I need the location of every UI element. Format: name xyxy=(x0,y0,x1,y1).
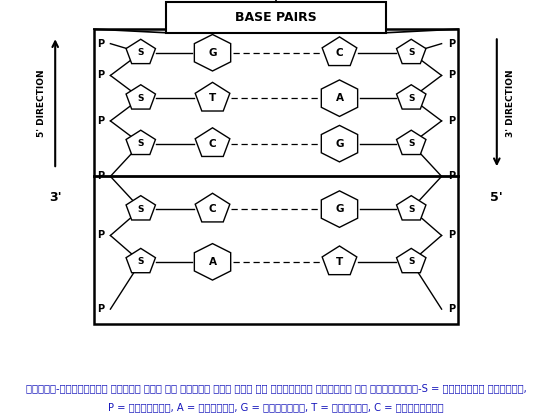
Text: P: P xyxy=(97,116,104,126)
Text: C: C xyxy=(209,204,216,214)
Text: C: C xyxy=(336,48,343,58)
Polygon shape xyxy=(194,34,231,71)
Text: 5' DIRECTION: 5' DIRECTION xyxy=(37,69,46,137)
Text: 3': 3' xyxy=(49,191,61,204)
Polygon shape xyxy=(195,128,230,156)
Text: P = फॉस्फेट, A = एडीनीन, G = ग्वानीन, T = थाइमीन, C = साइटोसीन: P = फॉस्फेट, A = एडीनीन, G = ग्वानीन, T … xyxy=(108,403,444,413)
Text: P: P xyxy=(448,71,455,80)
Polygon shape xyxy=(321,80,358,117)
Text: P: P xyxy=(448,116,455,126)
Text: G: G xyxy=(208,48,217,58)
Text: BASE PAIRS: BASE PAIRS xyxy=(235,11,317,24)
Text: S: S xyxy=(408,204,415,214)
Polygon shape xyxy=(195,82,230,111)
Text: S: S xyxy=(137,139,144,148)
Text: P: P xyxy=(448,230,455,240)
Polygon shape xyxy=(321,191,358,227)
Text: G: G xyxy=(335,139,344,149)
Text: A: A xyxy=(209,257,216,267)
Text: P: P xyxy=(97,71,104,80)
Text: T: T xyxy=(336,257,343,267)
Text: P: P xyxy=(97,230,104,240)
Polygon shape xyxy=(396,196,426,220)
Bar xyxy=(94,29,458,324)
Polygon shape xyxy=(322,37,357,66)
Polygon shape xyxy=(126,85,156,109)
Polygon shape xyxy=(194,244,231,280)
Polygon shape xyxy=(321,125,358,162)
Text: 5': 5' xyxy=(490,191,503,204)
Polygon shape xyxy=(396,248,426,273)
Text: P: P xyxy=(448,304,455,314)
Text: S: S xyxy=(408,94,415,103)
Text: S: S xyxy=(137,94,144,103)
Polygon shape xyxy=(396,39,426,64)
Text: S: S xyxy=(408,257,415,266)
Text: S: S xyxy=(137,204,144,214)
Polygon shape xyxy=(322,246,357,275)
Bar xyxy=(166,2,386,33)
Polygon shape xyxy=(396,130,426,155)
Polygon shape xyxy=(126,39,156,64)
Text: चित्र-डी०एन०ए० मॉडल। साथ के चित्र में अणु के विभिन्न अवयवों की व्यवस्था-S = पेन्: चित्र-डी०एन०ए० मॉडल। साथ के चित्र में अण… xyxy=(25,383,527,393)
Text: P: P xyxy=(97,38,104,48)
Text: A: A xyxy=(336,93,343,103)
Text: P: P xyxy=(97,171,104,181)
Text: S: S xyxy=(137,257,144,266)
Polygon shape xyxy=(195,193,230,222)
Text: P: P xyxy=(97,304,104,314)
Text: P: P xyxy=(448,38,455,48)
Text: P: P xyxy=(448,171,455,181)
Polygon shape xyxy=(396,85,426,109)
Text: G: G xyxy=(335,204,344,214)
Text: S: S xyxy=(408,139,415,148)
Text: 3' DIRECTION: 3' DIRECTION xyxy=(506,69,515,137)
Polygon shape xyxy=(126,130,156,155)
Text: T: T xyxy=(209,93,216,103)
Polygon shape xyxy=(126,248,156,273)
Text: C: C xyxy=(209,139,216,149)
Text: S: S xyxy=(408,48,415,57)
Polygon shape xyxy=(126,196,156,220)
Text: S: S xyxy=(137,48,144,57)
